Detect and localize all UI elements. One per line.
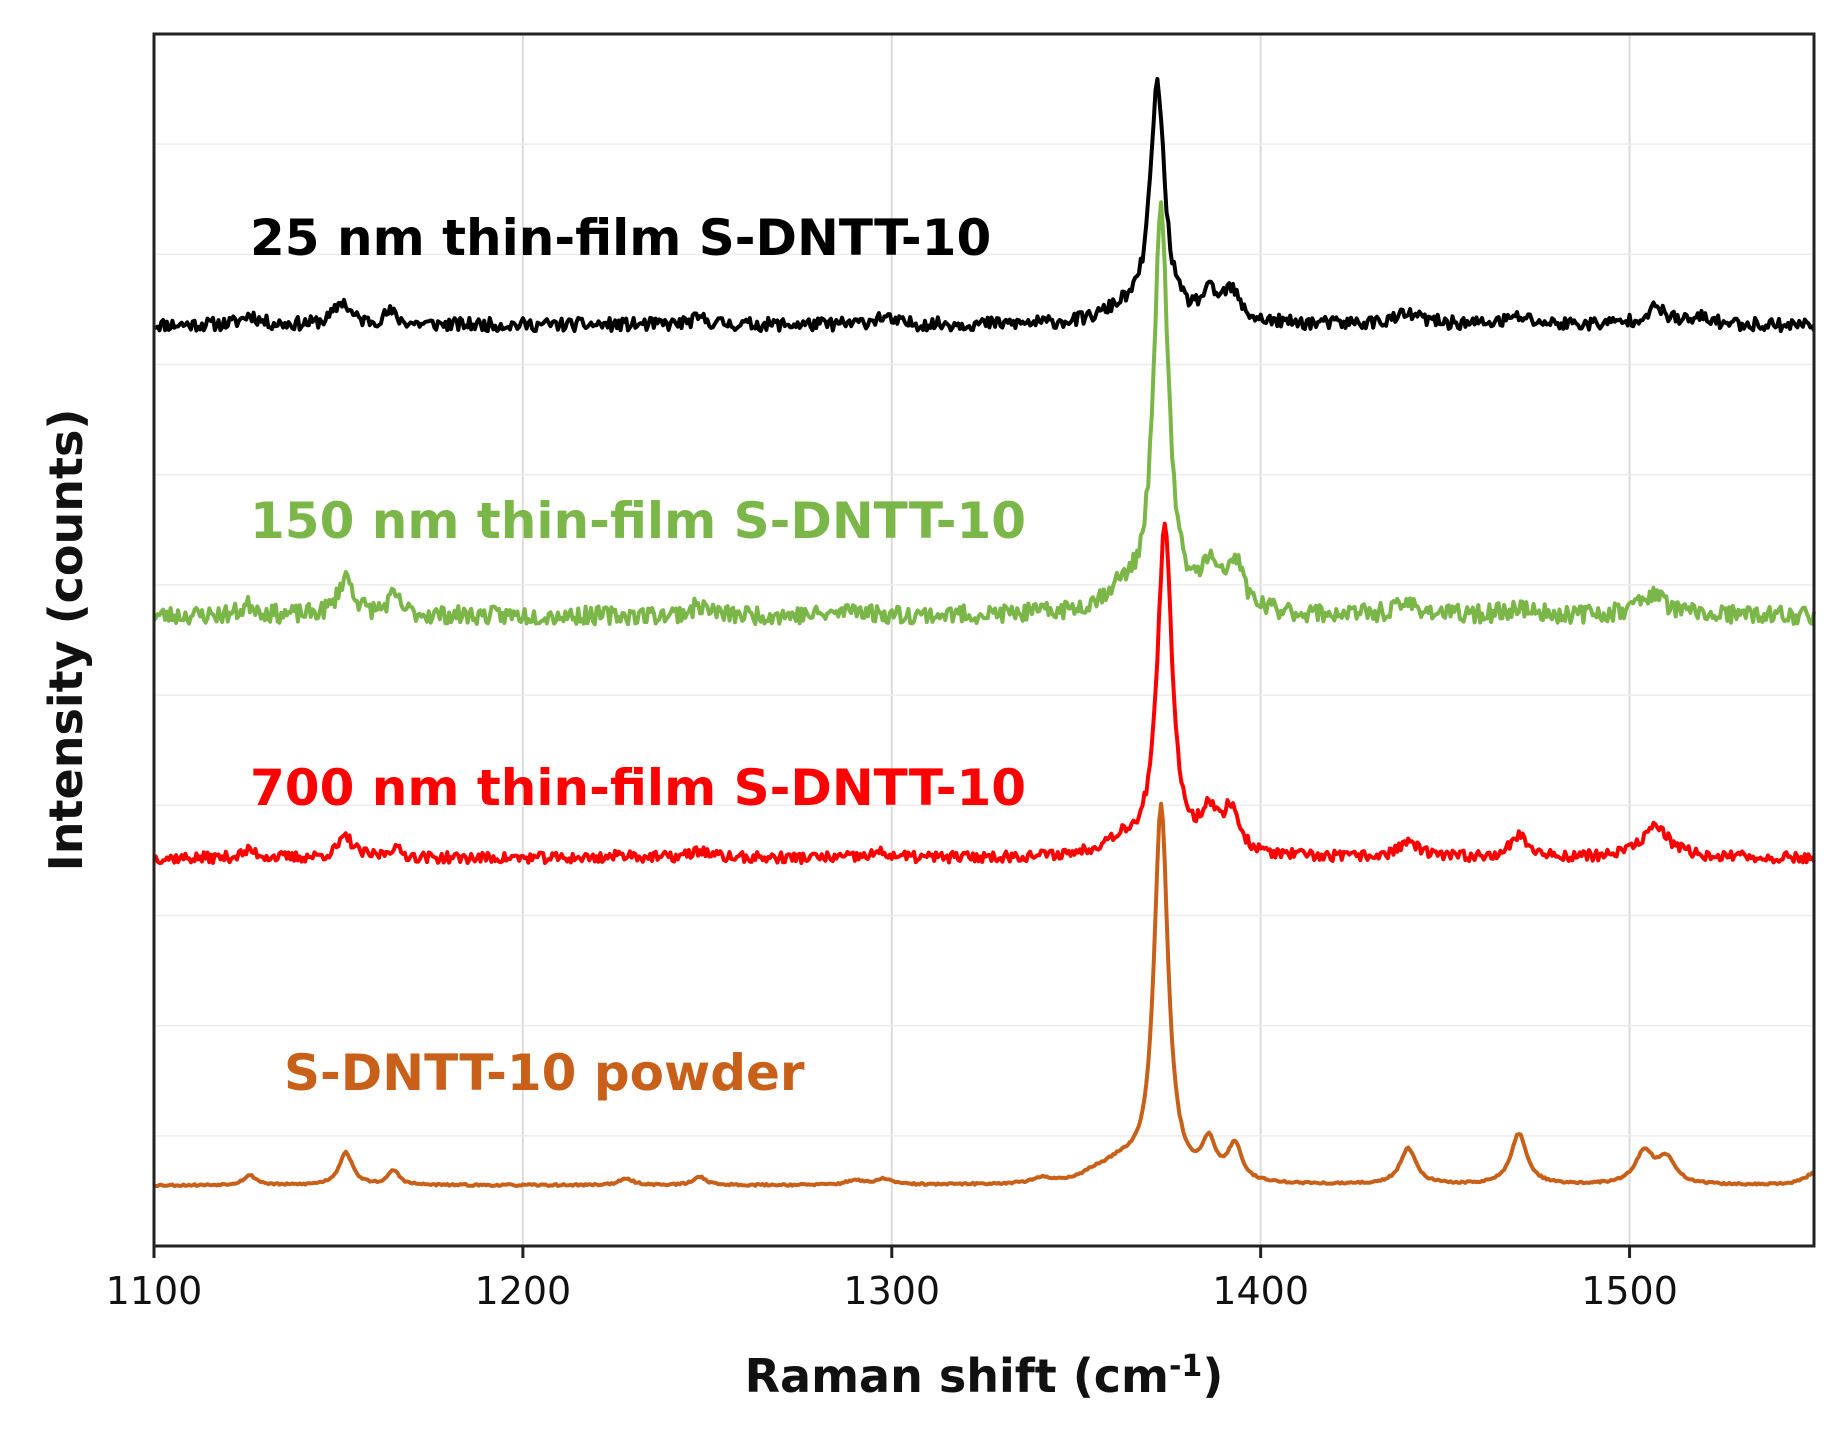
grid-lines bbox=[153, 34, 1814, 1246]
series-label-1: 150 nm thin-film S-DNTT-10 bbox=[250, 492, 1026, 550]
series-line-1 bbox=[152, 200, 1816, 627]
series-label-2: 700 nm thin-film S-DNTT-10 bbox=[250, 759, 1026, 817]
x-axis-title: Raman shift (cm-1) bbox=[745, 1349, 1224, 1403]
series-line-2 bbox=[152, 521, 1816, 865]
axes bbox=[152, 32, 1816, 1248]
series-label-3: S-DNTT-10 powder bbox=[284, 1044, 805, 1102]
series-lines bbox=[152, 77, 1816, 1189]
x-tick-label-3: 1400 bbox=[1212, 1269, 1309, 1313]
series-line-3 bbox=[153, 801, 1815, 1189]
x-tick-label-1: 1200 bbox=[475, 1269, 572, 1313]
y-axis-title: Intensity (counts) bbox=[39, 409, 93, 872]
x-tick-label-4: 1500 bbox=[1581, 1269, 1678, 1313]
plot-frame bbox=[152, 32, 1816, 1248]
series-line-0 bbox=[153, 77, 1816, 334]
x-axis-ticks: 1100 1200 1300 1400 1500 bbox=[106, 1246, 1678, 1313]
series-labels: 25 nm thin-film S-DNTT-10 150 nm thin-fil… bbox=[250, 209, 1026, 1102]
x-tick-label-2: 1300 bbox=[843, 1269, 940, 1313]
series-label-0: 25 nm thin-film S-DNTT-10 bbox=[250, 209, 991, 267]
x-tick-label-0: 1100 bbox=[106, 1269, 203, 1313]
